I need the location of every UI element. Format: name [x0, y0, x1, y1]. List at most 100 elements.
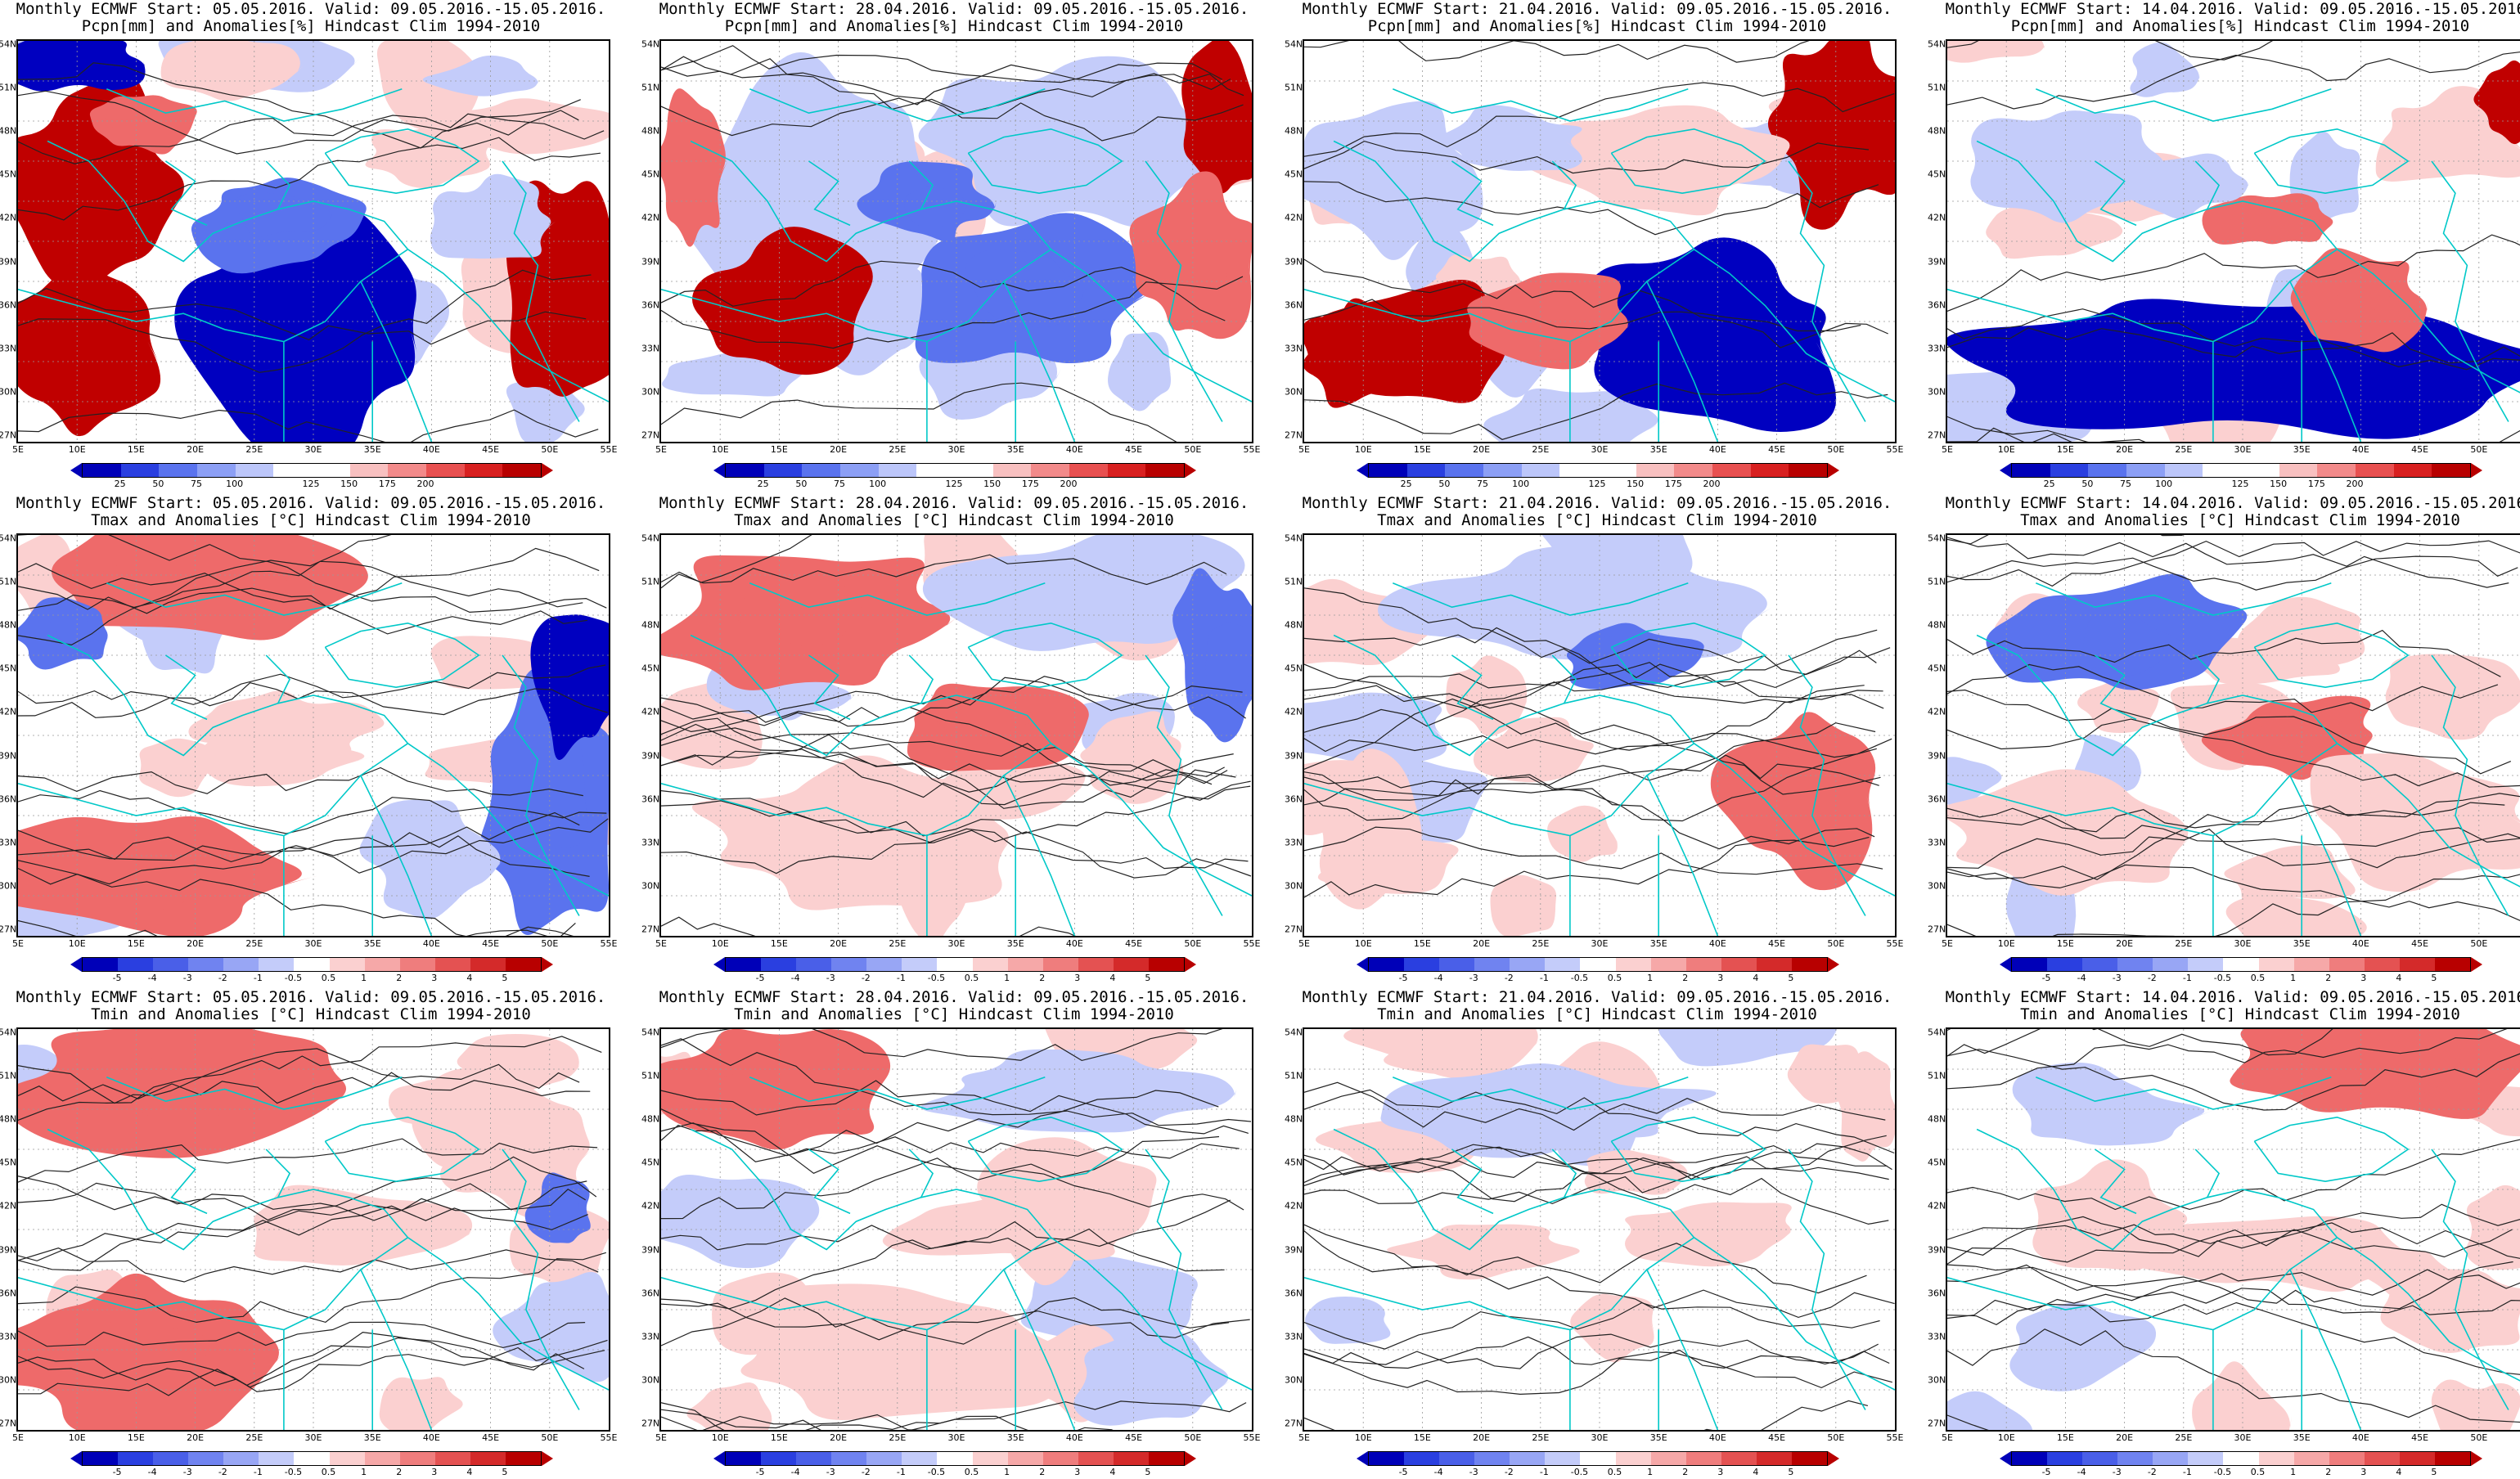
lon-label: 15E [770, 444, 788, 455]
lat-label: 27N [1928, 429, 1946, 441]
panel-title: Monthly ECMWF Start: 14.04.2016. Valid: … [1945, 494, 2520, 512]
lat-label: 51N [0, 576, 17, 587]
colorbar-label: -2 [861, 973, 871, 983]
colorbar-swatch [1031, 464, 1070, 477]
lon-label: 25E [1532, 1432, 1550, 1443]
lat-label: 51N [641, 82, 660, 93]
panel-subtitle: Tmax and Anomalies [°C] Hindcast Clim 19… [734, 511, 1174, 529]
lon-label: 15E [1413, 938, 1431, 949]
colorbar-label: -1 [253, 973, 263, 983]
colorbar-swatch [294, 958, 330, 971]
panel-title: Monthly ECMWF Start: 14.04.2016. Valid: … [1945, 0, 2520, 18]
lon-label: 30E [2234, 1432, 2252, 1443]
colorbar [725, 957, 1185, 972]
colorbar [82, 463, 542, 478]
colorbar [1368, 463, 1828, 478]
colorbar-label: 125 [302, 479, 320, 489]
colorbar-arrow-right [2471, 463, 2482, 478]
lon-label: 15E [127, 1432, 145, 1443]
lon-label: 25E [1532, 444, 1550, 455]
lat-label: 45N [0, 169, 17, 180]
lon-label: 10E [1354, 1432, 1372, 1443]
lat-label: 54N [641, 38, 660, 50]
colorbar [2011, 957, 2471, 972]
lat-label: 36N [1285, 299, 1303, 311]
lat-label: 42N [641, 1200, 660, 1212]
colorbar-label: 0.5 [1607, 973, 1622, 983]
lon-label: 20E [1473, 444, 1491, 455]
lon-label: 35E [363, 444, 381, 455]
map-panel: Monthly ECMWF Start: 14.04.2016. Valid: … [1928, 988, 2520, 1479]
colorbar-swatch [937, 1452, 973, 1465]
colorbar-label: -5 [112, 973, 122, 983]
colorbar-swatch [1636, 464, 1675, 477]
lon-label: 35E [1006, 938, 1024, 949]
colorbar-swatch [2117, 958, 2153, 971]
lat-label: 39N [1928, 750, 1946, 762]
colorbar-swatch [1685, 958, 1721, 971]
lon-label: 40E [1708, 938, 1726, 949]
colorbar-swatch [2223, 958, 2259, 971]
map-area [16, 1027, 610, 1432]
lat-label: 48N [1285, 619, 1303, 631]
lon-label: 15E [770, 1432, 788, 1443]
panel-subtitle: Pcpn[mm] and Anomalies[%] Hindcast Clim … [81, 17, 541, 35]
lon-label: 30E [304, 1432, 322, 1443]
colorbar-swatch [2258, 958, 2294, 971]
lat-label: 42N [641, 212, 660, 223]
colorbar-swatch [878, 464, 917, 477]
panel-title: Monthly ECMWF Start: 05.05.2016. Valid: … [16, 0, 606, 18]
colorbar-swatch [1439, 958, 1475, 971]
lon-label: 55E [1243, 938, 1261, 949]
colorbar-swatch [364, 1452, 400, 1465]
lat-label: 39N [641, 750, 660, 762]
lon-label: 35E [363, 1432, 381, 1443]
lat-label: 51N [1285, 1070, 1303, 1081]
lat-label: 51N [0, 1070, 17, 1081]
colorbar-swatch [1510, 1452, 1546, 1465]
colorbar-label: 4 [1753, 973, 1759, 983]
colorbar-swatch [972, 1452, 1008, 1465]
colorbar-label: -4 [147, 973, 157, 983]
lon-label: 25E [245, 1432, 263, 1443]
lon-label: 35E [2293, 1432, 2311, 1443]
lon-label: 55E [600, 444, 618, 455]
colorbar [2011, 463, 2471, 478]
anomaly-field [1304, 535, 1895, 936]
lon-label: 50E [541, 938, 559, 949]
colorbar-label: 25 [114, 479, 126, 489]
map-panel: Monthly ECMWF Start: 21.04.2016. Valid: … [1285, 494, 1908, 985]
lat-label: 27N [1285, 1418, 1303, 1429]
lat-label: 54N [1285, 533, 1303, 544]
colorbar-swatch [1148, 1452, 1185, 1465]
anomaly-field [1947, 535, 2520, 936]
colorbar-swatch [2399, 1452, 2435, 1465]
lat-label: 39N [0, 750, 17, 762]
colorbar-swatch [2012, 958, 2048, 971]
colorbar-swatch [1145, 464, 1185, 477]
colorbar-label: 50 [152, 479, 164, 489]
lon-label: 20E [2116, 1432, 2134, 1443]
colorbar-swatch [1474, 958, 1510, 971]
colorbar-swatch [2153, 958, 2189, 971]
lat-label: 48N [1928, 125, 1946, 137]
lat-label: 36N [1928, 299, 1946, 311]
lon-label: 5E [12, 444, 24, 455]
lon-label: 30E [2234, 938, 2252, 949]
colorbar-swatch [802, 464, 841, 477]
colorbar-swatch [426, 464, 465, 477]
lon-label: 25E [2175, 1432, 2193, 1443]
map-panel: Monthly ECMWF Start: 14.04.2016. Valid: … [1928, 494, 2520, 985]
lat-label: 30N [0, 1374, 17, 1386]
colorbar-swatch [1404, 958, 1440, 971]
colorbar-swatch [153, 958, 189, 971]
lon-label: 20E [830, 444, 848, 455]
lat-label: 54N [1928, 533, 1946, 544]
colorbar-label: 1 [2290, 973, 2297, 983]
lat-label: 30N [0, 880, 17, 892]
lon-label: 40E [2351, 938, 2369, 949]
colorbar-swatch [1113, 1452, 1149, 1465]
colorbar-label: 175 [378, 479, 396, 489]
colorbar-swatch [1580, 1452, 1616, 1465]
anomaly-field [18, 535, 609, 936]
